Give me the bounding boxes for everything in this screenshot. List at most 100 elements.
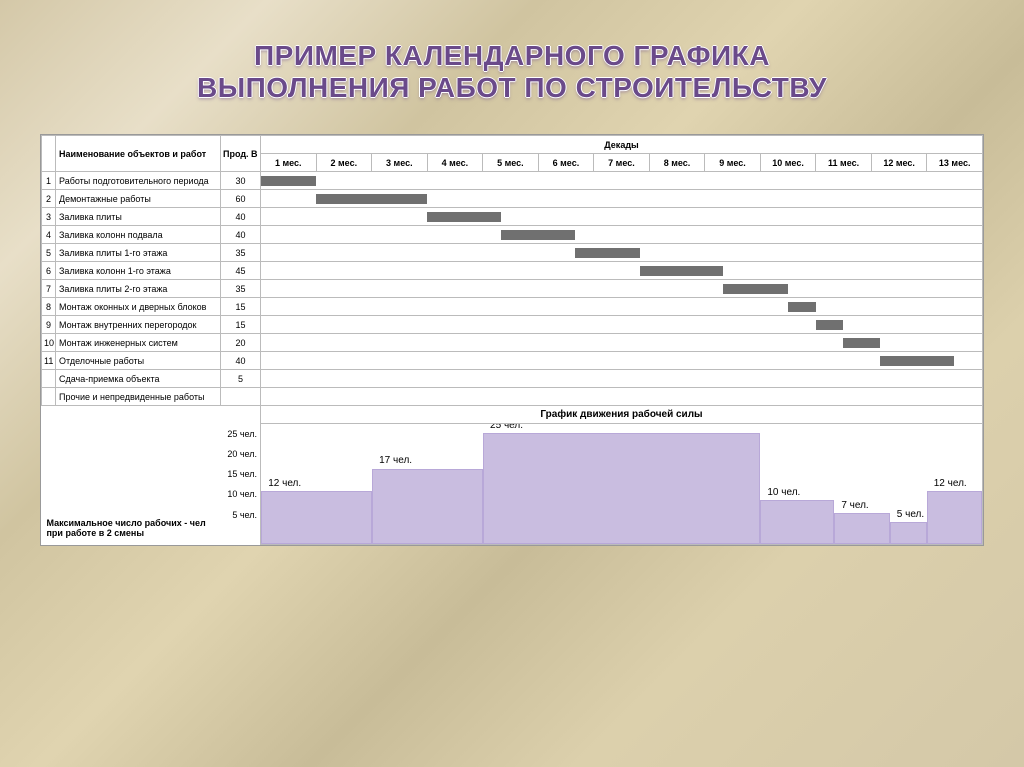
gantt-cell bbox=[261, 262, 983, 280]
task-num: 9 bbox=[42, 316, 56, 334]
col-num bbox=[42, 136, 56, 172]
table-row: 7Заливка плиты 2-го этажа35 bbox=[42, 280, 983, 298]
task-duration: 15 bbox=[221, 298, 261, 316]
gantt-bar bbox=[723, 284, 788, 294]
gantt-cell bbox=[261, 334, 983, 352]
task-duration bbox=[221, 388, 261, 406]
month-header: 8 мес. bbox=[649, 154, 705, 172]
table-row: Прочие и непредвиденные работы bbox=[42, 388, 983, 406]
task-name: Заливка плиты 2-го этажа bbox=[56, 280, 221, 298]
gantt-bar bbox=[575, 248, 640, 258]
gantt-cell bbox=[261, 280, 983, 298]
gantt-cell bbox=[261, 370, 983, 388]
table-row: 1Работы подготовительного периода30 bbox=[42, 172, 983, 190]
task-duration: 60 bbox=[221, 190, 261, 208]
gantt-bar bbox=[427, 212, 501, 222]
workforce-bar bbox=[927, 491, 982, 544]
workforce-title: График движения рабочей силы bbox=[261, 406, 983, 424]
gantt-bar bbox=[316, 194, 427, 204]
month-header: 12 мес. bbox=[871, 154, 927, 172]
workforce-note: Максимальное число рабочих - чел при раб… bbox=[44, 518, 219, 544]
gantt-bar bbox=[816, 320, 844, 330]
task-name: Заливка плиты bbox=[56, 208, 221, 226]
task-duration: 45 bbox=[221, 262, 261, 280]
gantt-cell bbox=[261, 388, 983, 406]
workforce-chart: 12 чел.17 чел.25 чел.10 чел.7 чел.5 чел.… bbox=[261, 424, 982, 544]
month-header: 7 мес. bbox=[594, 154, 650, 172]
workforce-bar-label: 7 чел. bbox=[841, 500, 868, 511]
gantt-cell bbox=[261, 172, 983, 190]
task-duration: 40 bbox=[221, 226, 261, 244]
month-header: 6 мес. bbox=[538, 154, 594, 172]
title-line-1: ПРИМЕР КАЛЕНДАРНОГО ГРАФИКА bbox=[254, 40, 770, 71]
task-name: Отделочные работы bbox=[56, 352, 221, 370]
workforce-bar-label: 12 чел. bbox=[934, 478, 967, 489]
month-header: 5 мес. bbox=[483, 154, 539, 172]
table-row: 8Монтаж оконных и дверных блоков15 bbox=[42, 298, 983, 316]
task-name: Прочие и непредвиденные работы bbox=[56, 388, 221, 406]
table-row: 2Демонтажные работы60 bbox=[42, 190, 983, 208]
task-duration: 35 bbox=[221, 280, 261, 298]
task-num: 3 bbox=[42, 208, 56, 226]
y-tick: 10 чел. bbox=[221, 484, 261, 504]
gantt-bar bbox=[880, 356, 954, 366]
task-name: Монтаж внутренних перегородок bbox=[56, 316, 221, 334]
task-name: Заливка плиты 1-го этажа bbox=[56, 244, 221, 262]
table-row: 3Заливка плиты40 bbox=[42, 208, 983, 226]
gantt-bar bbox=[788, 302, 816, 312]
month-header: 9 мес. bbox=[705, 154, 761, 172]
task-name: Монтаж инженерных систем bbox=[56, 334, 221, 352]
gantt-cell bbox=[261, 352, 983, 370]
table-row: 4Заливка колонн подвала40 bbox=[42, 226, 983, 244]
y-tick: 20 чел. bbox=[221, 444, 261, 464]
gantt-table: Наименование объектов и работ Прод. В дн… bbox=[41, 135, 983, 545]
month-header: 11 мес. bbox=[816, 154, 872, 172]
workforce-bar-label: 17 чел. bbox=[379, 455, 412, 466]
task-num: 11 bbox=[42, 352, 56, 370]
y-tick: 15 чел. bbox=[221, 464, 261, 484]
col-periods: Декады bbox=[261, 136, 983, 154]
task-num: 4 bbox=[42, 226, 56, 244]
month-header: 3 мес. bbox=[372, 154, 428, 172]
task-num: 7 bbox=[42, 280, 56, 298]
workforce-bar-label: 12 чел. bbox=[268, 478, 301, 489]
task-num: 6 bbox=[42, 262, 56, 280]
title-line-2: ВЫПОЛНЕНИЯ РАБОТ ПО СТРОИТЕЛЬСТВУ bbox=[197, 72, 827, 103]
task-name: Демонтажные работы bbox=[56, 190, 221, 208]
table-row: 5Заливка плиты 1-го этажа35 bbox=[42, 244, 983, 262]
task-name: Заливка колонн подвала bbox=[56, 226, 221, 244]
month-header: 1 мес. bbox=[261, 154, 317, 172]
gantt-cell bbox=[261, 226, 983, 244]
gantt-bar bbox=[640, 266, 723, 276]
workforce-bar bbox=[760, 500, 834, 544]
task-name: Заливка колонн 1-го этажа bbox=[56, 262, 221, 280]
task-num: 2 bbox=[42, 190, 56, 208]
gantt-cell bbox=[261, 208, 983, 226]
workforce-bar-label: 10 чел. bbox=[767, 487, 800, 498]
y-tick bbox=[221, 525, 261, 545]
task-num: 1 bbox=[42, 172, 56, 190]
task-duration: 40 bbox=[221, 352, 261, 370]
task-duration: 35 bbox=[221, 244, 261, 262]
task-duration: 40 bbox=[221, 208, 261, 226]
table-row: 11Отделочные работы40 bbox=[42, 352, 983, 370]
gantt-cell bbox=[261, 316, 983, 334]
gantt-bar bbox=[843, 338, 880, 348]
task-num: 8 bbox=[42, 298, 56, 316]
month-header: 10 мес. bbox=[760, 154, 816, 172]
workforce-bar bbox=[483, 433, 760, 544]
task-name: Сдача-приемка объекта bbox=[56, 370, 221, 388]
task-num bbox=[42, 370, 56, 388]
table-row: 6Заливка колонн 1-го этажа45 bbox=[42, 262, 983, 280]
workforce-bar bbox=[890, 522, 927, 544]
table-row: 10Монтаж инженерных систем20 bbox=[42, 334, 983, 352]
col-name: Наименование объектов и работ bbox=[56, 136, 221, 172]
gantt-cell bbox=[261, 298, 983, 316]
task-name: Монтаж оконных и дверных блоков bbox=[56, 298, 221, 316]
page-title: ПРИМЕР КАЛЕНДАРНОГО ГРАФИКА ВЫПОЛНЕНИЯ Р… bbox=[0, 40, 1024, 104]
month-header: 2 мес. bbox=[316, 154, 372, 172]
task-name: Работы подготовительного периода bbox=[56, 172, 221, 190]
task-num: 10 bbox=[42, 334, 56, 352]
col-duration: Прод. В днях bbox=[221, 136, 261, 172]
task-duration: 30 bbox=[221, 172, 261, 190]
